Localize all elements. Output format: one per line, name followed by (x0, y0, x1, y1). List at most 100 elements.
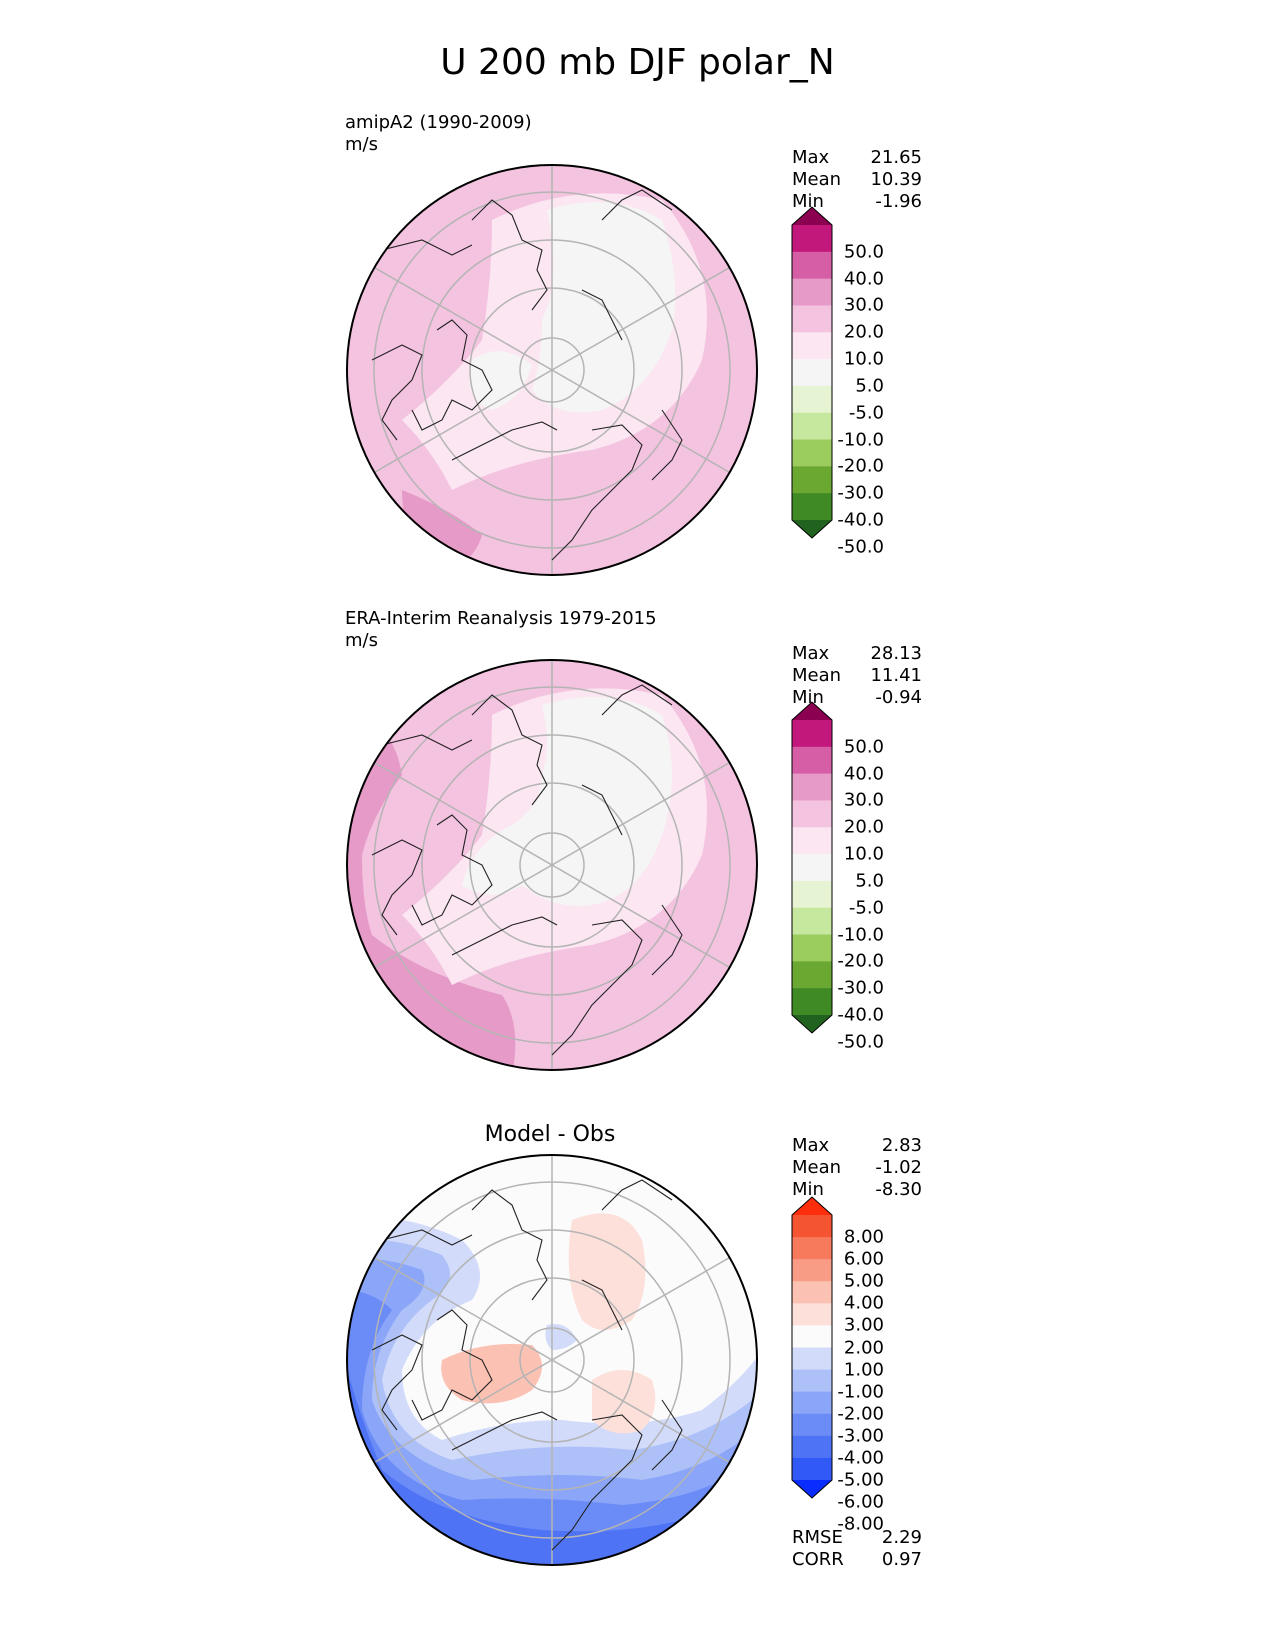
panel3-stat-min-value: -8.30 (875, 1179, 922, 1200)
panel1-colorbar-band (792, 439, 832, 467)
panel1-stat-mean-label: Mean (792, 169, 842, 190)
panel3-metric-rmse-label: RMSE (792, 1527, 843, 1548)
panel3-colorbar-extend-max (792, 1197, 832, 1215)
panel2-stat-min-label: Min (792, 687, 824, 708)
colorbar-tick-label: -20.0 (837, 950, 884, 972)
colorbar-tick-label: -50.0 (837, 536, 884, 558)
panel1-colorbar-band (792, 225, 832, 253)
panel2-colorbar-band (792, 800, 832, 828)
panel1-colorbar-extend-max (792, 207, 832, 225)
panel3-stat-max-label: Max (792, 1135, 830, 1156)
panel2-colorbar-extend-max (792, 702, 832, 720)
panel2-colorbar-band (792, 934, 832, 962)
panel2-label-name: ERA-Interim Reanalysis 1979-2015 (345, 608, 657, 629)
panel1-stat-max-value: 21.65 (870, 147, 922, 168)
panel3-coastlines (371, 1179, 683, 1551)
panel3-colorbar-band (792, 1435, 832, 1459)
panel1-colorbar-band (792, 332, 832, 360)
panel3-metric-rmse: RMSE 2.29 (792, 1527, 922, 1549)
panel3-colorbar-band (792, 1259, 832, 1282)
panel1-colorbar-band (792, 385, 832, 414)
panel3-pos1-atlantic (568, 1213, 646, 1330)
colorbar-tick-label: 5.0 (855, 870, 884, 892)
panel1-colorbar-band (792, 359, 832, 387)
panel1-colorbar-band (792, 493, 832, 521)
panel1-label: amipA2 (1990-2009) m/s (345, 112, 532, 156)
colorbar-tick-label: -30.0 (837, 482, 884, 504)
colorbar-tick-label: 2.00 (843, 1337, 884, 1358)
colorbar-tick-label: 50.0 (843, 736, 884, 758)
panel2-label: ERA-Interim Reanalysis 1979-2015 m/s (345, 608, 657, 652)
colorbar-tick-label: -20.0 (837, 455, 884, 477)
panel3-stat-mean-label: Mean (792, 1157, 842, 1178)
panel2-coastlines (371, 684, 683, 1056)
colorbar-tick-label: -10.0 (837, 429, 884, 451)
panel3-title: Model - Obs (484, 1122, 616, 1147)
panel3-metric-corr: CORR 0.97 (792, 1549, 922, 1571)
panel2-stat-mean-label: Mean (792, 665, 842, 686)
panel2-stat-min-value: -0.94 (875, 687, 922, 708)
colorbar-tick-label: -30.0 (837, 977, 884, 999)
panel3-stats: Max 2.83 Mean -1.02 Min -8.30 (792, 1135, 922, 1201)
panel1-label-units: m/s (345, 134, 378, 155)
panel3-map (346, 1154, 758, 1566)
panel1-label-name: amipA2 (1990-2009) (345, 112, 532, 133)
panel2-colorbar-band (792, 907, 832, 936)
panel1-colorbar-extend-min (792, 520, 832, 538)
panel1-colorbar-band (792, 466, 832, 494)
panel3-colorbar-extend-min (792, 1480, 832, 1498)
panel1-stat-min-label: Min (792, 191, 824, 212)
panel3-stat-min: Min -8.30 (792, 1179, 922, 1201)
colorbar-tick-label: 40.0 (843, 268, 884, 290)
colorbar-tick-label: 3.00 (843, 1314, 884, 1336)
colorbar-tick-label: -4.00 (837, 1447, 884, 1469)
panel3-colorbar-band (792, 1347, 832, 1371)
panel1-colorbar-band (792, 412, 832, 441)
figure-title: U 200 mb DJF polar_N (440, 42, 835, 83)
colorbar-tick-label: 5.00 (843, 1270, 884, 1292)
panel1-stats: Max 21.65 Mean 10.39 Min -1.96 (792, 147, 922, 213)
panel2-stat-mean: Mean 11.41 (792, 665, 922, 687)
panel3-pos2-canada (441, 1344, 542, 1404)
colorbar-tick-label: 4.00 (843, 1292, 884, 1314)
panel3-metric-corr-label: CORR (792, 1549, 844, 1570)
panel2-colorbar-outline (791, 701, 833, 1034)
colorbar-tick-label: -50.0 (837, 1031, 884, 1053)
colorbar-tick-label: 10.0 (843, 348, 884, 370)
panel3-neg3 (347, 1258, 757, 1565)
panel2-colorbar-band (792, 880, 832, 909)
panel2-colorbar-band (792, 988, 832, 1016)
panel3-stat-mean: Mean -1.02 (792, 1157, 922, 1179)
panel3-colorbar-band (792, 1325, 832, 1348)
colorbar-tick-label: 50.0 (843, 241, 884, 263)
colorbar-tick-label: -40.0 (837, 1004, 884, 1026)
panel3-metric-rmse-value: 2.29 (881, 1527, 922, 1548)
panel2-stat-min: Min -0.94 (792, 687, 922, 709)
panel1-stat-max-label: Max (792, 147, 830, 168)
panel1-map (346, 164, 758, 576)
panel1-stat-mean: Mean 10.39 (792, 169, 922, 191)
panel1-near-zero-2 (469, 351, 532, 410)
panel2-stat-max: Max 28.13 (792, 643, 922, 665)
panel1-colorbar-band (792, 251, 832, 280)
panel3-colorbar-band (792, 1391, 832, 1415)
panel1-colorbar-labels: 50.0 40.0 30.0 20.0 10.0 5.0 -5.0 -10.0 -20.0 -30… (820, 0, 884, 1650)
panel2-stat-max-label: Max (792, 643, 830, 664)
panel3-stat-min-label: Min (792, 1179, 824, 1200)
panel2-near-zero (462, 697, 672, 906)
panel2-colorbar-band (792, 746, 832, 775)
panel1-stat-min-value: -1.96 (875, 191, 922, 212)
panel2-colorbar-extend-min (792, 1015, 832, 1033)
panel2-colorbar-band (792, 773, 832, 801)
panel2-map-border (346, 659, 758, 1071)
panel1-colorbar-band (792, 278, 832, 306)
colorbar-tick-label: -5.00 (837, 1469, 884, 1491)
panel3-colorbar-band (792, 1413, 832, 1437)
panel1-stat-mean-value: 10.39 (870, 169, 922, 190)
colorbar-tick-label: 5.0 (855, 375, 884, 397)
panel2-stat-mean-value: 11.41 (870, 665, 922, 686)
panel2-graticule (369, 660, 735, 1070)
panel3-colorbar-band (792, 1215, 832, 1238)
colorbar-tick-label: 10.0 (843, 843, 884, 865)
colorbar-tick-label: -10.0 (837, 924, 884, 946)
